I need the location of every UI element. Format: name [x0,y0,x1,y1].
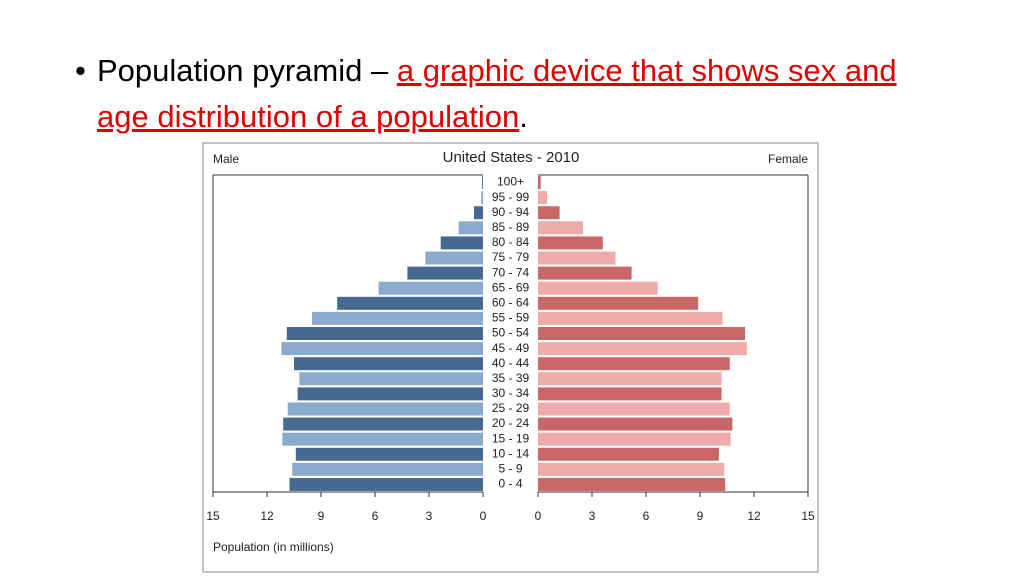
bar [538,236,603,250]
bar [282,432,483,446]
bar [538,311,723,325]
bar [538,221,583,235]
end: . [519,99,528,134]
age-label: 35 - 39 [492,371,530,385]
age-label: 90 - 94 [492,205,530,219]
age-label: 20 - 24 [492,416,530,430]
bar [281,342,483,356]
bullet-text: Population pyramid – [97,53,397,88]
bar [538,281,658,295]
slide-text: Population pyramid – a graphic device th… [97,48,937,140]
x-tick-label: 6 [372,509,379,523]
age-label: 15 - 19 [492,431,530,445]
bar [440,236,483,250]
bar [538,357,730,371]
chart-title: United States - 2010 [443,149,580,166]
bar [481,191,483,205]
bar [538,206,560,220]
age-label: 55 - 59 [492,311,530,325]
bar [538,296,699,310]
x-tick-label: 15 [206,509,220,523]
bar [538,176,541,190]
bar [294,357,483,371]
bar [378,281,483,295]
bar [283,417,483,431]
bar [458,221,483,235]
age-label: 85 - 89 [492,220,530,234]
bar [312,311,483,325]
age-label: 25 - 29 [492,401,530,415]
age-label: 95 - 99 [492,190,530,204]
bar [538,372,722,386]
bar [538,417,733,431]
bar [337,296,483,310]
age-label: 65 - 69 [492,280,530,294]
bar [425,251,483,265]
bar [538,432,731,446]
x-tick-label: 0 [535,509,542,523]
bar [286,327,483,340]
x-tick-label: 12 [747,509,761,523]
bar [287,402,483,416]
x-tick-label: 0 [480,509,487,523]
x-tick-label: 15 [801,509,815,523]
age-label: 30 - 34 [492,386,530,400]
bar [474,206,483,220]
x-tick-label: 9 [697,509,704,523]
bar [297,387,483,401]
bar [292,462,483,476]
x-tick-label: 3 [589,509,596,523]
bar [538,191,547,205]
age-label: 0 - 4 [498,477,522,491]
age-label: 80 - 84 [492,235,530,249]
age-label: 40 - 44 [492,356,530,370]
bar [538,327,745,340]
age-label: 100+ [497,175,524,189]
bar [482,176,483,190]
age-label: 50 - 54 [492,326,530,340]
bar [289,477,483,491]
age-label: 70 - 74 [492,265,530,279]
bar [538,477,726,491]
bar [295,447,483,461]
bar [538,462,725,476]
x-tick-label: 3 [426,509,433,523]
age-label: 45 - 49 [492,341,530,355]
bar [538,387,722,401]
x-tick-label: 9 [318,509,325,523]
age-label: 5 - 9 [498,462,522,476]
bullet: • [75,53,86,88]
age-label: 10 - 14 [492,446,530,460]
bar [299,372,483,386]
age-label: 75 - 79 [492,250,530,264]
definition: a graphic device that shows sex and age … [97,53,897,134]
bar [538,342,747,356]
bar [538,447,719,461]
bar [538,266,632,280]
bar [538,402,730,416]
x-tick-label: 12 [260,509,274,523]
age-label: 60 - 64 [492,295,530,309]
bar [538,251,616,265]
bar [407,266,483,280]
legend-female: Female [768,152,808,166]
legend-male: Male [213,152,239,166]
x-tick-label: 6 [643,509,650,523]
x-axis-label: Population (in millions) [213,540,334,554]
